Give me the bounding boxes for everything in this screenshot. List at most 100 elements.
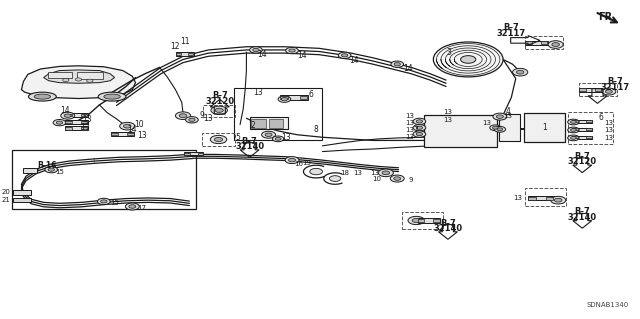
Text: B-16: B-16 [37,161,56,170]
Polygon shape [44,70,115,83]
Bar [300,96,307,99]
Circle shape [408,216,424,225]
Bar [572,120,593,123]
Circle shape [63,78,69,82]
Text: 17: 17 [138,205,147,211]
Text: 32140: 32140 [568,213,597,222]
Circle shape [120,122,135,130]
Circle shape [215,108,223,112]
Bar [572,136,578,138]
Bar [65,114,72,116]
Circle shape [250,47,262,53]
Text: 9: 9 [409,177,413,183]
Circle shape [265,133,272,137]
Circle shape [568,127,579,133]
Bar [529,197,536,200]
Text: 7: 7 [414,126,419,135]
Circle shape [570,121,576,123]
Circle shape [461,56,476,63]
Circle shape [605,90,612,93]
Text: 16: 16 [294,161,303,167]
Circle shape [513,68,528,76]
Circle shape [45,167,58,173]
Circle shape [285,48,298,54]
Circle shape [278,96,291,102]
Circle shape [175,112,191,120]
Text: 13: 13 [513,195,522,201]
Text: 12: 12 [171,42,180,51]
Circle shape [275,137,281,140]
Text: 13: 13 [443,109,452,115]
Circle shape [124,124,131,128]
Circle shape [416,126,422,129]
Bar [198,153,203,155]
Bar [525,36,563,49]
Text: B-7: B-7 [242,137,257,145]
Text: 32117: 32117 [601,83,630,92]
Text: 11: 11 [180,38,189,47]
Bar [546,197,553,200]
Text: 13: 13 [82,115,92,124]
Text: 13: 13 [204,114,213,123]
Circle shape [61,112,75,119]
Bar [252,119,266,128]
Bar [417,219,424,222]
Circle shape [413,131,426,137]
Ellipse shape [28,92,56,101]
Bar [13,190,31,195]
Bar [586,120,592,122]
Bar [202,133,235,146]
Text: 14: 14 [298,51,307,60]
Circle shape [394,63,401,66]
Text: 14: 14 [127,125,137,134]
Circle shape [253,48,259,51]
Circle shape [129,205,136,208]
Circle shape [394,177,401,180]
Bar [111,132,134,136]
Circle shape [53,120,66,126]
Text: B-7: B-7 [212,92,228,100]
Bar [525,41,548,45]
Text: 13: 13 [137,131,147,140]
Circle shape [179,114,187,118]
Bar [184,152,204,155]
Bar [127,133,134,135]
Text: 20: 20 [2,189,11,195]
Bar [81,121,88,123]
Bar [541,41,547,44]
Text: 3: 3 [447,48,452,57]
Circle shape [310,168,323,175]
Text: 32117: 32117 [497,29,526,38]
Circle shape [493,113,507,120]
Bar [568,112,612,144]
Bar [280,95,308,100]
Circle shape [76,78,82,81]
Bar [81,114,88,116]
Text: 15: 15 [110,200,119,206]
Circle shape [570,137,576,139]
Text: 9: 9 [200,111,205,120]
Bar [176,53,181,55]
Circle shape [289,159,296,162]
Bar [586,136,592,138]
Bar [529,196,554,200]
Bar [176,52,194,56]
Text: 14: 14 [349,56,359,64]
Bar [250,117,287,129]
Text: 32140: 32140 [235,142,264,151]
Text: SDNAB1340: SDNAB1340 [586,302,628,308]
Bar [77,72,103,79]
Text: 13: 13 [483,120,492,126]
Circle shape [382,171,390,175]
Circle shape [550,196,566,204]
Circle shape [490,125,501,130]
Text: 19: 19 [302,160,311,166]
Circle shape [568,119,579,125]
Bar [586,128,592,130]
Bar [402,212,443,229]
Bar [189,53,193,55]
Circle shape [413,118,426,124]
Text: 6: 6 [308,90,314,99]
Circle shape [342,54,348,57]
Circle shape [493,126,499,129]
